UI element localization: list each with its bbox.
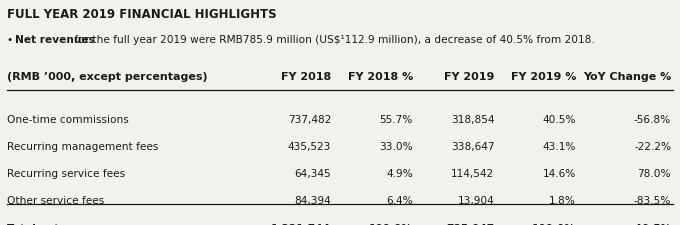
Text: -83.5%: -83.5%: [634, 196, 671, 206]
Text: •: •: [7, 35, 20, 45]
Text: Recurring service fees: Recurring service fees: [7, 169, 125, 179]
Text: 43.1%: 43.1%: [543, 142, 576, 152]
Text: 1.8%: 1.8%: [549, 196, 576, 206]
Text: 78.0%: 78.0%: [638, 169, 671, 179]
Text: 6.4%: 6.4%: [386, 196, 413, 206]
Text: 100.0%: 100.0%: [369, 224, 413, 225]
Text: 1,321,744: 1,321,744: [271, 224, 331, 225]
Text: FY 2019 %: FY 2019 %: [511, 72, 576, 82]
Text: 737,482: 737,482: [288, 115, 331, 125]
Text: -40.5%: -40.5%: [630, 224, 671, 225]
Text: 114,542: 114,542: [452, 169, 494, 179]
Text: 435,523: 435,523: [288, 142, 331, 152]
Text: 64,345: 64,345: [294, 169, 331, 179]
Text: Net revenues: Net revenues: [15, 35, 95, 45]
Text: One-time commissions: One-time commissions: [7, 115, 129, 125]
Text: FY 2019: FY 2019: [444, 72, 494, 82]
Text: FY 2018 %: FY 2018 %: [347, 72, 413, 82]
Text: 785,947: 785,947: [446, 224, 494, 225]
Text: 4.9%: 4.9%: [386, 169, 413, 179]
Text: Total net revenues: Total net revenues: [7, 224, 118, 225]
Text: Recurring management fees: Recurring management fees: [7, 142, 158, 152]
Text: for the full year 2019 were RMB785.9 million (US$¹112.9 million), a decrease of : for the full year 2019 were RMB785.9 mil…: [71, 35, 595, 45]
Text: 318,854: 318,854: [451, 115, 494, 125]
Text: YoY Change %: YoY Change %: [583, 72, 671, 82]
Text: 14.6%: 14.6%: [543, 169, 576, 179]
Text: -56.8%: -56.8%: [634, 115, 671, 125]
Text: -22.2%: -22.2%: [634, 142, 671, 152]
Text: (RMB ’000, except percentages): (RMB ’000, except percentages): [7, 72, 207, 82]
Text: FULL YEAR 2019 FINANCIAL HIGHLIGHTS: FULL YEAR 2019 FINANCIAL HIGHLIGHTS: [7, 8, 277, 21]
Text: 338,647: 338,647: [451, 142, 494, 152]
Text: 40.5%: 40.5%: [543, 115, 576, 125]
Text: 100.0%: 100.0%: [532, 224, 576, 225]
Text: 84,394: 84,394: [294, 196, 331, 206]
Text: 13,904: 13,904: [458, 196, 494, 206]
Text: FY 2018: FY 2018: [281, 72, 331, 82]
Text: 55.7%: 55.7%: [379, 115, 413, 125]
Text: 33.0%: 33.0%: [379, 142, 413, 152]
Text: Other service fees: Other service fees: [7, 196, 104, 206]
